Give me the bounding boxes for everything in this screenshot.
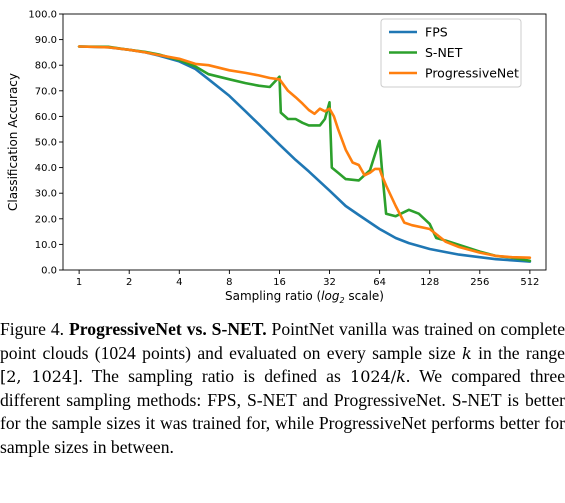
y-tick-label: 60.0	[35, 112, 57, 123]
y-tick-label: 40.0	[35, 163, 57, 174]
x-tick-label: 128	[420, 277, 439, 288]
y-tick-label: 70.0	[35, 86, 57, 97]
caption-text-4: . We compared three different sampling m…	[0, 366, 565, 457]
figure: 1 2 4 8 16 32 64 128 256 512 0.0 10.0 20.0 30.0 40.0 50…	[6, 10, 547, 305]
caption-math-ratio: 1024/k	[350, 367, 406, 386]
series-layer	[77, 45, 532, 263]
y-tick-label: 80.0	[35, 61, 57, 72]
y-tick-label: 90.0	[35, 35, 57, 46]
legend-label-progressivenet: ProgressiveNet	[425, 66, 519, 81]
x-tick-label: 64	[373, 277, 386, 288]
x-tick-label: 16	[273, 277, 286, 288]
x-tick-label: 32	[323, 277, 336, 288]
y-tick-label: 50.0	[35, 138, 57, 149]
figure-caption: Figure 4. ProgressiveNet vs. S-NET. Poin…	[0, 318, 565, 459]
x-tick-label: 8	[226, 277, 232, 288]
caption-text-2: in the range	[471, 342, 565, 363]
caption-text-3: . The sampling ratio is defined as	[78, 366, 351, 386]
x-tick-label: 256	[470, 277, 489, 288]
y-tick-label: 10.0	[35, 240, 57, 251]
y-tick-label: 100.0	[28, 10, 57, 21]
caption-math-k: k	[462, 343, 472, 363]
x-axis-label-log: log	[321, 289, 340, 303]
x-tick-label: 512	[520, 277, 539, 288]
caption-text-1: PointNet vanilla was trained on complete…	[0, 319, 565, 363]
x-axis-label-sub: 2	[339, 296, 344, 305]
x-tick-label: 1	[76, 277, 82, 288]
x-tick-label: 4	[176, 277, 182, 288]
x-axis-label-suffix: scale)	[345, 289, 384, 303]
y-tick-label: 0.0	[41, 266, 57, 277]
legend-label-fps: FPS	[425, 25, 448, 40]
y-tick-label: 20.0	[35, 214, 57, 225]
series-line-s-net	[77, 45, 532, 263]
legend-box	[380, 18, 522, 88]
caption-math-range: [2, 1024]	[0, 367, 79, 386]
x-axis-label-prefix: Sampling ratio (	[225, 289, 321, 303]
caption-figure-number: Figure 4.	[0, 319, 65, 339]
series-line-progressivenet	[77, 45, 532, 259]
axes-layer: 1 2 4 8 16 32 64 128 256 512 0.0 10.0 20.0 30.0 40.0 50…	[28, 10, 547, 288]
caption-title: ProgressiveNet vs. S-NET.	[69, 319, 267, 339]
accuracy-chart: 1 2 4 8 16 32 64 128 256 512 0.0 10.0 20.0 30.0 40.0 50…	[6, 10, 547, 305]
legend-label-s-net: S-NET	[425, 45, 463, 60]
y-tick-label: 30.0	[35, 189, 57, 200]
x-axis-label: Sampling ratio (log2 scale)	[225, 289, 384, 305]
x-tick-label: 2	[126, 277, 132, 288]
y-axis-label: Classification Accuracy	[6, 73, 20, 211]
legend: FPS S-NET ProgressiveNet	[380, 18, 522, 88]
